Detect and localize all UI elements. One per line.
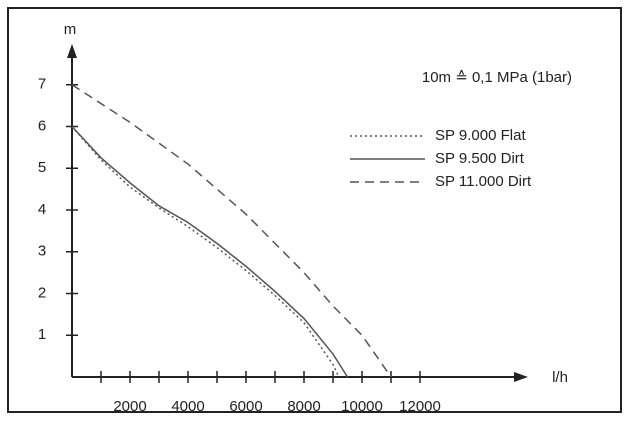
x-tick-label: 2000 bbox=[113, 398, 146, 415]
y-tick-label: 4 bbox=[38, 201, 46, 218]
annotation: 10m ≙ 0,1 MPa (1bar) bbox=[422, 69, 572, 86]
x-tick-label: 6000 bbox=[229, 398, 262, 415]
y-arrow bbox=[67, 44, 77, 58]
x-tick-label: 12000 bbox=[399, 398, 441, 415]
y-tick-label: 1 bbox=[38, 326, 46, 343]
x-tick-label: 8000 bbox=[287, 398, 320, 415]
y-tick-label: 6 bbox=[38, 117, 46, 134]
legend-label: SP 9.000 Flat bbox=[435, 127, 526, 144]
y-tick-label: 3 bbox=[38, 243, 46, 260]
y-tick-label: 7 bbox=[38, 76, 46, 93]
x-tick-label: 10000 bbox=[341, 398, 383, 415]
y-tick-label: 5 bbox=[38, 159, 46, 176]
x-axis-label: l/h bbox=[552, 369, 568, 386]
y-tick-label: 2 bbox=[38, 284, 46, 301]
x-tick-label: 4000 bbox=[171, 398, 204, 415]
y-axis-label: m bbox=[64, 21, 77, 38]
series-line bbox=[71, 125, 349, 378]
legend-label: SP 11.000 Dirt bbox=[435, 173, 532, 190]
series-line bbox=[71, 84, 392, 378]
x-arrow bbox=[514, 372, 528, 382]
series-line bbox=[71, 126, 340, 378]
legend-label: SP 9.500 Dirt bbox=[435, 150, 525, 167]
frame bbox=[7, 7, 622, 413]
